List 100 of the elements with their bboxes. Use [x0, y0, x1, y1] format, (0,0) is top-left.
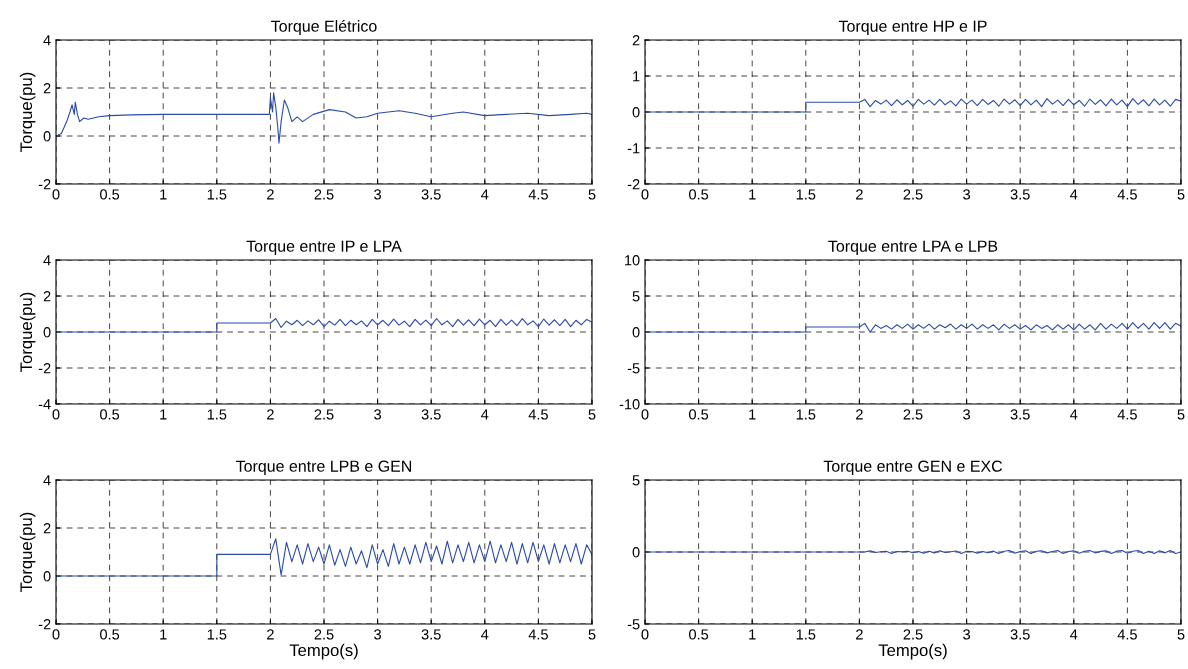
y-tick-label: 0: [43, 131, 51, 142]
y-tick-label: 5: [632, 291, 640, 302]
x-tick-label: 3.5: [421, 629, 441, 640]
x-tick-label: 5: [588, 189, 596, 200]
x-tick-label: 0: [52, 189, 60, 200]
y-tick-label: 0: [632, 107, 640, 118]
x-tick-label: 1.5: [796, 189, 816, 200]
y-tick-label: 2: [632, 35, 640, 46]
y-tick-label: 0: [43, 571, 51, 582]
x-tick-label: 1: [749, 409, 756, 420]
x-tick-label: 2.5: [314, 409, 334, 420]
y-axis-title: Torque(pu): [19, 292, 36, 372]
x-tick-label: 2.5: [903, 629, 923, 640]
x-tick-label: 4.5: [1117, 189, 1137, 200]
x-tick-label: 4: [1070, 409, 1078, 420]
y-tick-label: -2: [38, 619, 51, 630]
x-tick-label: 4.5: [528, 189, 548, 200]
line-series: [645, 322, 1181, 333]
y-axis-title: Torque(pu): [19, 512, 36, 592]
chart-title: Torque entre LPB e GEN: [236, 460, 412, 475]
x-tick-label: 2: [267, 189, 274, 200]
y-tick-label: 2: [43, 83, 51, 94]
x-tick-label: 4: [481, 189, 489, 200]
chart-title: Torque entre LPA e LPB: [828, 240, 998, 255]
x-tick-label: 1: [160, 629, 167, 640]
x-tick-label: 1: [749, 629, 756, 640]
x-tick-label: 3: [374, 189, 382, 200]
y-tick-label: 1: [633, 71, 640, 82]
x-tick-label: 1.5: [796, 629, 816, 640]
y-tick-label: 0: [632, 327, 640, 338]
x-tick-label: 2.5: [903, 409, 923, 420]
x-tick-label: 1.5: [207, 629, 227, 640]
y-tick-label: 0: [632, 547, 640, 558]
x-tick-label: 2: [267, 629, 274, 640]
y-tick-label: -2: [38, 179, 51, 190]
line-series: [56, 317, 592, 333]
x-tick-label: 0.5: [100, 409, 120, 420]
x-tick-label: 0.5: [100, 629, 120, 640]
x-tick-label: 3: [374, 409, 382, 420]
chart-title: Torque entre HP e IP: [838, 20, 987, 35]
x-tick-label: 0: [641, 409, 649, 420]
x-tick-label: 4: [1070, 189, 1078, 200]
x-tick-label: 5: [1177, 629, 1185, 640]
y-tick-label: 4: [43, 475, 51, 486]
x-tick-label: 0.5: [689, 629, 709, 640]
y-tick-label: -5: [627, 363, 640, 374]
y-tick-label: 2: [43, 291, 51, 302]
y-tick-label: -4: [38, 399, 51, 410]
line-series: [56, 538, 592, 577]
x-tick-label: 4.5: [1117, 629, 1137, 640]
x-tick-label: 4: [481, 409, 489, 420]
x-tick-label: 0: [641, 189, 649, 200]
x-tick-label: 3.5: [1010, 409, 1030, 420]
x-tick-label: 2: [856, 629, 863, 640]
x-tick-label: 2.5: [314, 189, 334, 200]
x-tick-label: 0.5: [689, 409, 709, 420]
chart-title: Torque entre IP e LPA: [246, 240, 402, 255]
y-tick-label: 4: [43, 255, 51, 266]
x-tick-label: 1.5: [207, 409, 227, 420]
x-tick-label: 2: [267, 409, 274, 420]
x-tick-label: 5: [588, 409, 596, 420]
x-tick-label: 0.5: [100, 189, 120, 200]
x-tick-label: 2: [856, 189, 863, 200]
x-tick-label: 3.5: [421, 409, 441, 420]
x-tick-label: 2.5: [903, 189, 923, 200]
x-tick-label: 2: [856, 409, 863, 420]
x-tick-label: 3: [963, 189, 971, 200]
x-tick-label: 0.5: [689, 189, 709, 200]
y-tick-label: 10: [625, 255, 640, 266]
y-tick-label: 4: [43, 35, 51, 46]
x-axis-title: Tempo(s): [878, 643, 947, 660]
x-tick-label: 3.5: [421, 189, 441, 200]
x-tick-label: 2.5: [314, 629, 334, 640]
y-tick-label: -1: [627, 143, 640, 154]
y-tick-label: -5: [627, 619, 640, 630]
x-tick-label: 0: [641, 629, 649, 640]
x-tick-label: 4: [481, 629, 489, 640]
x-tick-label: 5: [1177, 409, 1185, 420]
y-tick-label: 2: [43, 523, 51, 534]
y-tick-label: 0: [43, 327, 51, 338]
x-tick-label: 5: [588, 629, 596, 640]
x-axis-title: Tempo(s): [289, 643, 358, 660]
line-series: [56, 92, 592, 144]
x-tick-label: 3.5: [1010, 629, 1030, 640]
chart-title: Torque entre GEN e EXC: [823, 460, 1003, 475]
x-tick-label: 4: [1070, 629, 1078, 640]
x-tick-label: 1.5: [207, 189, 227, 200]
x-tick-label: 3: [963, 409, 971, 420]
x-tick-label: 1: [160, 409, 167, 420]
y-tick-label: -2: [627, 179, 640, 190]
x-tick-label: 3.5: [1010, 189, 1030, 200]
x-tick-label: 0: [52, 409, 60, 420]
line-series: [645, 98, 1181, 113]
y-tick-label: -2: [38, 363, 51, 374]
x-tick-label: 1.5: [796, 409, 816, 420]
x-tick-label: 3: [374, 629, 382, 640]
chart-title: Torque Elétrico: [271, 19, 377, 35]
x-tick-label: 5: [1177, 189, 1185, 200]
y-tick-label: -10: [619, 399, 640, 410]
y-axis-title: Torque(pu): [19, 72, 36, 152]
